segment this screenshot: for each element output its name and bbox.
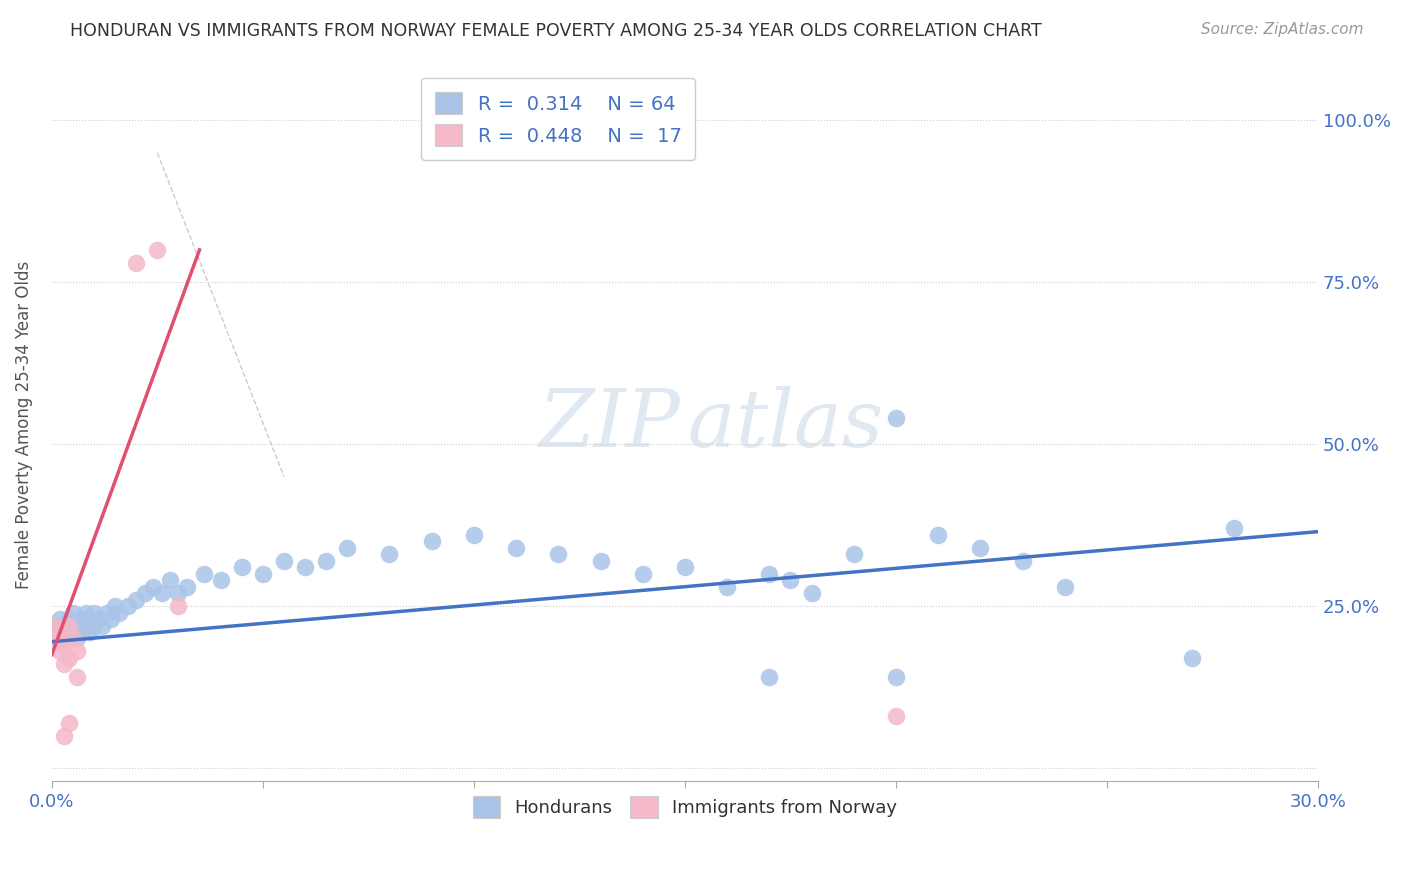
Point <box>53 632 76 646</box>
Point <box>125 256 148 270</box>
Point <box>66 644 89 658</box>
Point <box>758 566 780 581</box>
Y-axis label: Female Poverty Among 25-34 Year Olds: Female Poverty Among 25-34 Year Olds <box>15 260 32 589</box>
Point <box>927 528 949 542</box>
Point <box>842 547 865 561</box>
Point <box>800 586 823 600</box>
Point <box>49 625 72 640</box>
Text: HONDURAN VS IMMIGRANTS FROM NORWAY FEMALE POVERTY AMONG 25-34 YEAR OLDS CORRELAT: HONDURAN VS IMMIGRANTS FROM NORWAY FEMAL… <box>70 22 1042 40</box>
Point <box>108 606 131 620</box>
Text: Source: ZipAtlas.com: Source: ZipAtlas.com <box>1201 22 1364 37</box>
Point <box>58 618 80 632</box>
Point <box>378 547 401 561</box>
Point <box>45 618 67 632</box>
Point <box>45 618 67 632</box>
Point <box>66 632 89 646</box>
Point <box>100 612 122 626</box>
Point <box>1011 554 1033 568</box>
Point <box>193 566 215 581</box>
Point <box>79 625 101 640</box>
Point <box>463 528 485 542</box>
Point <box>631 566 654 581</box>
Point <box>779 573 801 587</box>
Point <box>884 411 907 425</box>
Point <box>62 618 84 632</box>
Point <box>315 554 337 568</box>
Point <box>884 670 907 684</box>
Point <box>336 541 359 555</box>
Point <box>62 632 84 646</box>
Point <box>273 554 295 568</box>
Point <box>716 580 738 594</box>
Point <box>53 657 76 672</box>
Point <box>125 592 148 607</box>
Point <box>589 554 612 568</box>
Point <box>87 612 110 626</box>
Point <box>62 606 84 620</box>
Point <box>75 618 97 632</box>
Point <box>58 625 80 640</box>
Point <box>505 541 527 555</box>
Point <box>150 586 173 600</box>
Point <box>83 618 105 632</box>
Point <box>1180 651 1202 665</box>
Point <box>70 625 93 640</box>
Point <box>70 612 93 626</box>
Point <box>83 606 105 620</box>
Point <box>117 599 139 614</box>
Point <box>49 644 72 658</box>
Point <box>146 243 169 257</box>
Point <box>49 625 72 640</box>
Point <box>45 632 67 646</box>
Point <box>758 670 780 684</box>
Point <box>420 534 443 549</box>
Point <box>96 606 118 620</box>
Point <box>49 612 72 626</box>
Point <box>209 573 232 587</box>
Point <box>45 632 67 646</box>
Point <box>58 612 80 626</box>
Point <box>167 599 190 614</box>
Text: ZIP atlas: ZIP atlas <box>537 386 883 464</box>
Point <box>167 586 190 600</box>
Point <box>58 651 80 665</box>
Point <box>294 560 316 574</box>
Point <box>1053 580 1076 594</box>
Point <box>1222 521 1244 535</box>
Legend: Hondurans, Immigrants from Norway: Hondurans, Immigrants from Norway <box>465 789 904 825</box>
Point <box>58 715 80 730</box>
Point <box>66 670 89 684</box>
Point <box>142 580 165 594</box>
Point <box>75 606 97 620</box>
Point <box>231 560 253 574</box>
Point <box>134 586 156 600</box>
Point <box>673 560 696 574</box>
Point <box>66 618 89 632</box>
Point <box>969 541 991 555</box>
Point <box>53 729 76 743</box>
Point <box>104 599 127 614</box>
Point <box>176 580 198 594</box>
Point <box>79 612 101 626</box>
Point <box>252 566 274 581</box>
Point <box>53 618 76 632</box>
Point <box>53 638 76 652</box>
Point <box>547 547 569 561</box>
Point <box>91 618 114 632</box>
Point <box>884 709 907 723</box>
Point <box>159 573 181 587</box>
